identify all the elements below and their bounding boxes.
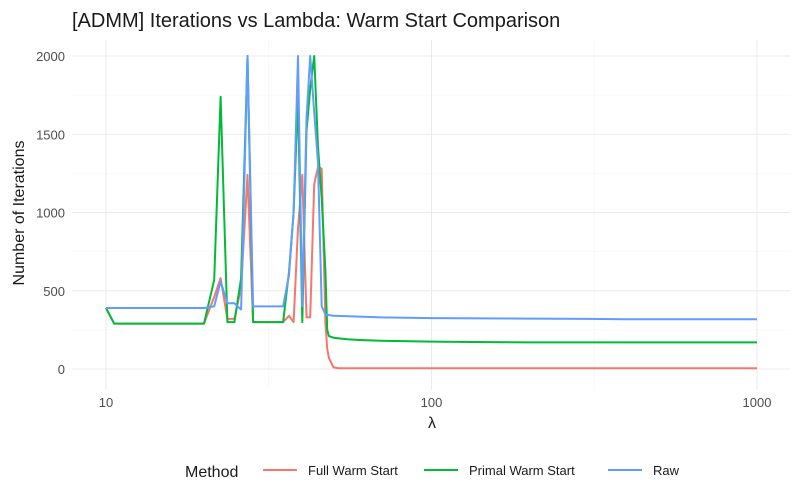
y-tick-label: 1500 — [36, 127, 65, 142]
chart-title: [ADMM] Iterations vs Lambda: Warm Start … — [72, 10, 560, 32]
x-tick-label: 100 — [421, 395, 443, 410]
x-tick-label: 1000 — [743, 395, 772, 410]
series-layer — [105, 55, 757, 370]
x-axis-title: λ — [428, 415, 436, 432]
x-tick-label: 10 — [99, 395, 113, 410]
legend-label: Full Warm Start — [308, 463, 398, 478]
y-axis-ticks: 0 500 1000 1500 2000 — [36, 49, 65, 377]
series-line-raw — [106, 55, 757, 321]
legend-title: Method — [185, 464, 238, 481]
grid-layer — [72, 40, 790, 390]
y-tick-label: 2000 — [36, 49, 65, 64]
y-tick-label: 1000 — [36, 206, 65, 221]
y-axis-title: Number of Iterations — [11, 141, 28, 286]
x-axis-ticks: 10 100 1000 — [99, 395, 772, 410]
legend: Method Full Warm Start Primal Warm Start R… — [185, 463, 680, 481]
y-tick-label: 500 — [43, 284, 65, 299]
y-tick-label: 0 — [58, 362, 65, 377]
legend-label: Raw — [653, 463, 680, 478]
legend-label: Primal Warm Start — [469, 463, 575, 478]
